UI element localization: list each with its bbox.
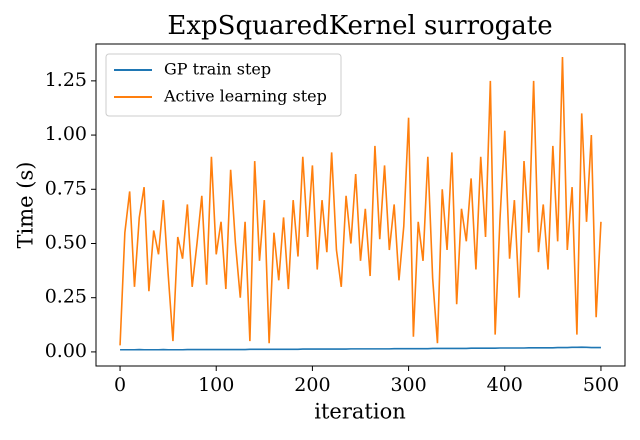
x-tick-label: 400	[487, 374, 523, 396]
x-axis-label: iteration	[314, 400, 405, 424]
chart-title: ExpSquaredKernel surrogate	[167, 11, 552, 41]
y-tick-label: 0.75	[45, 177, 87, 199]
legend-label: GP train step	[164, 60, 271, 79]
y-tick-label: 0.00	[45, 340, 87, 362]
y-tick-label: 1.25	[45, 69, 87, 91]
x-tick-label: 200	[294, 374, 330, 396]
legend-box	[105, 53, 342, 117]
x-tick-label: 500	[583, 374, 619, 396]
plot-frame	[95, 43, 626, 367]
legend-label: Active learning step	[163, 87, 327, 106]
y-tick-label: 0.50	[45, 231, 87, 253]
y-tick-label: 1.00	[45, 123, 87, 145]
y-tick-label: 0.25	[45, 286, 87, 308]
data-line	[119, 56, 602, 346]
x-tick-label: 100	[198, 374, 234, 396]
data-line	[120, 346, 601, 351]
x-tick-label: 300	[390, 374, 426, 396]
x-tick-label: 0	[114, 374, 126, 396]
y-axis-label: Time (s)	[14, 162, 38, 249]
